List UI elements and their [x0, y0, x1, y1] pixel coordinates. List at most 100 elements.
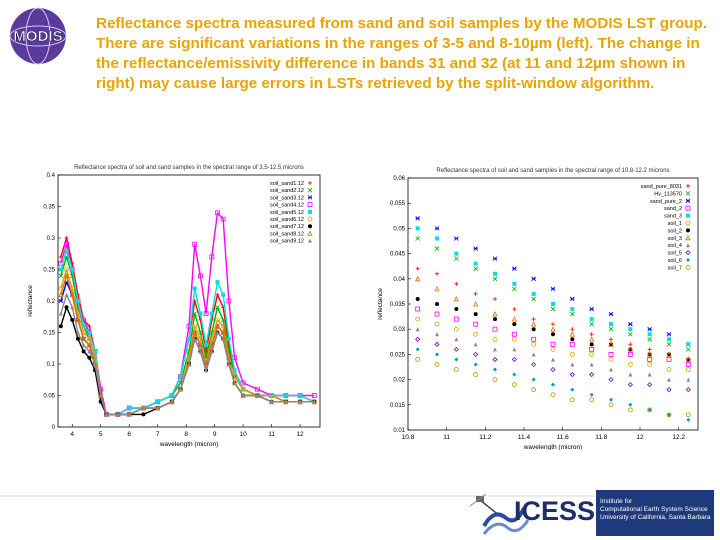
- x-tick-label: 12: [636, 434, 644, 441]
- data-point: [209, 342, 215, 348]
- y-tick-label: 0.045: [390, 252, 406, 258]
- data-point: [647, 357, 653, 362]
- data-point: [647, 407, 653, 413]
- data-point: [226, 336, 231, 341]
- data-point: [192, 311, 197, 316]
- legend-marker: [308, 181, 312, 185]
- data-point: [58, 311, 63, 316]
- data-point: [58, 267, 63, 272]
- legend-label: sand_pure_2: [650, 199, 682, 205]
- data-point: [608, 341, 614, 347]
- data-point: [492, 256, 498, 261]
- data-point: [473, 291, 478, 296]
- data-point: [454, 337, 459, 342]
- data-point: [453, 326, 459, 332]
- data-point: [435, 302, 439, 306]
- data-point: [220, 216, 226, 222]
- y-tick-label: 0.01: [393, 428, 405, 434]
- data-point: [198, 330, 203, 335]
- y-axis-label: reflectance: [27, 285, 34, 317]
- x-tick-label: 11.2: [479, 434, 492, 441]
- data-point: [70, 305, 75, 310]
- legend-label: soil_5: [668, 251, 682, 257]
- data-point: [647, 382, 653, 388]
- series-line: [60, 293, 315, 416]
- icess-wave-logo: [482, 507, 530, 535]
- data-point: [550, 366, 556, 373]
- legend-marker: [685, 220, 691, 226]
- y-tick-label: 0: [52, 425, 56, 431]
- data-point: [240, 380, 246, 386]
- data-point: [435, 332, 439, 337]
- data-point: [667, 377, 671, 382]
- data-point: [473, 362, 478, 367]
- data-point: [86, 336, 92, 342]
- data-point: [589, 336, 595, 342]
- data-point: [454, 256, 459, 261]
- data-point: [686, 377, 691, 382]
- legend-label: soil_sand3.12: [270, 195, 304, 201]
- data-point: [87, 349, 92, 354]
- data-point: [589, 346, 595, 352]
- data-point: [492, 276, 498, 282]
- data-point: [192, 286, 197, 291]
- x-tick-label: 12: [296, 431, 304, 438]
- data-point: [209, 349, 214, 354]
- data-point: [511, 316, 517, 322]
- icess-wordmark: ICESS: [514, 496, 596, 526]
- legend-label: soil_4: [668, 243, 682, 249]
- data-point: [98, 393, 103, 398]
- data-point: [589, 321, 594, 327]
- data-point: [93, 349, 98, 354]
- legend-marker: [307, 216, 313, 222]
- data-point: [58, 273, 64, 279]
- data-point: [685, 362, 691, 367]
- data-point: [493, 367, 497, 372]
- data-point: [75, 299, 80, 303]
- data-point: [220, 329, 226, 335]
- data-point: [415, 327, 420, 332]
- data-point: [627, 407, 633, 413]
- data-point: [221, 292, 226, 297]
- data-point: [550, 306, 556, 312]
- legend-label: soil_sand2.12: [270, 188, 304, 194]
- data-point: [453, 346, 459, 352]
- data-point: [666, 331, 672, 337]
- y-tick-label: 0.25: [43, 268, 55, 274]
- data-point: [81, 343, 86, 348]
- y-tick-label: 0.035: [390, 302, 406, 308]
- series-sand_3: [415, 226, 691, 347]
- data-point: [685, 367, 691, 372]
- data-point: [667, 412, 671, 417]
- legend-marker: [686, 243, 690, 248]
- data-point: [169, 393, 174, 398]
- data-point: [81, 324, 86, 329]
- data-point: [155, 399, 160, 404]
- data-point: [232, 380, 237, 385]
- data-point: [647, 351, 653, 357]
- series-soil_sand9.12: [58, 292, 317, 417]
- data-point: [589, 362, 594, 367]
- data-point: [115, 412, 120, 417]
- data-point: [203, 311, 209, 317]
- x-tick-label: 11.8: [595, 434, 608, 441]
- data-point: [609, 397, 613, 402]
- data-point: [269, 393, 274, 398]
- data-point: [415, 236, 420, 241]
- data-point: [628, 342, 633, 347]
- data-point: [283, 399, 288, 404]
- data-point: [155, 406, 160, 411]
- data-point: [531, 321, 537, 327]
- data-point: [473, 246, 478, 251]
- data-point: [589, 306, 594, 312]
- legend-label: soil_sand4.12: [270, 203, 304, 209]
- modis-logo: MODIS: [2, 6, 74, 66]
- data-point: [434, 341, 440, 347]
- legend-label: soil_1: [668, 221, 682, 227]
- data-point: [312, 399, 317, 404]
- data-point: [686, 417, 691, 422]
- data-point: [667, 337, 671, 342]
- series-soil_6: [415, 347, 691, 422]
- data-point: [215, 210, 220, 216]
- data-point: [686, 357, 691, 362]
